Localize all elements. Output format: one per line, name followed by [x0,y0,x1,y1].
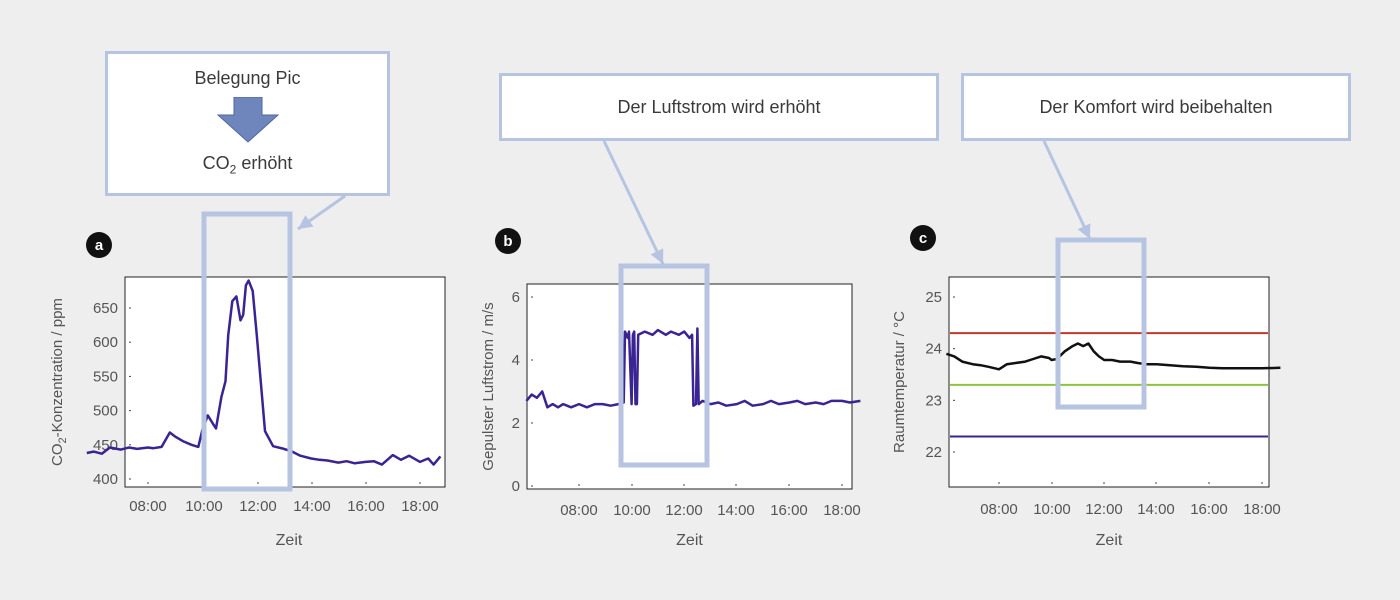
panel-badge-a: a [86,232,112,258]
panel-badge-b: b [495,228,521,254]
x-tick-label: 12:00 [665,502,703,519]
callout-occupancy-result: CO2 erhöht [203,153,293,177]
callout-occupancy-title: Belegung Pic [194,68,301,88]
chart-c: 22 23 24 25 08:00 10:00 12:00 14:00 16:00 18:00 Ze… [891,237,1281,549]
y-tick-label: 550 [93,368,118,385]
highlight-window [201,211,293,492]
x-tick-label: 12:00 [239,498,277,515]
series-line [86,279,442,466]
x-axis-label: Zeit [1096,532,1123,549]
connector-arrowhead [650,248,664,264]
y-axis-label: Raumtemperatur / °C [891,311,908,453]
callout-occupancy: Belegung Pic CO2 erhöht [105,51,390,196]
y-tick-label: 22 [925,444,942,461]
y-tick-label: 2 [512,415,520,432]
series-line [525,327,861,409]
callout-occupancy-result-text: erhöht [236,153,293,173]
x-tick-label: 08:00 [560,502,598,519]
x-axis-label: Zeit [276,532,303,549]
x-tick-label: 18:00 [1243,501,1281,518]
x-tick-label: 08:00 [129,498,167,515]
plot-area [526,283,853,490]
x-axis-label: Zeit [676,532,703,549]
y-tick-label: 4 [512,352,520,369]
y-axis-label: CO2-Konzentration / ppm [49,298,69,466]
chart-b: 0 2 4 6 08:00 10:00 12:00 14:00 16:00 18:00 Zeit Ge… [480,263,861,549]
down-arrow-icon [216,97,279,143]
co2-text: CO [202,153,230,173]
y-tick-label: 600 [93,334,118,351]
connector-arrowhead [1077,223,1091,239]
x-tick-label: 14:00 [293,498,331,515]
callout-comfort: Der Komfort wird beibehalten [961,73,1351,141]
x-tick-label: 18:00 [401,498,439,515]
highlight-window [1055,237,1147,410]
x-tick-label: 16:00 [1190,501,1228,518]
x-tick-label: 16:00 [770,502,808,519]
x-tick-label: 18:00 [823,502,861,519]
y-tick-label: 24 [925,341,942,358]
x-tick-label: 10:00 [185,498,223,515]
x-tick-label: 16:00 [347,498,385,515]
connector-line [602,140,665,265]
y-tick-label: 6 [512,289,520,306]
y-tick-label: 400 [93,471,118,488]
chart-a: 400 450 500 550 600 650 08:00 10:00 12:00 14:00 16… [49,211,446,549]
plot-area [124,276,446,488]
y-tick-label: 23 [925,392,942,409]
y-tick-label: 500 [93,403,118,420]
y-axis-label: Gepulster Luftstrom / m/s [480,302,497,470]
plot-area [948,276,1270,488]
x-tick-label: 08:00 [980,501,1018,518]
panel-badge-c: c [910,225,936,251]
connector-arrowhead [298,215,314,229]
x-tick-label: 12:00 [1085,501,1123,518]
x-tick-label: 10:00 [1033,501,1071,518]
y-tick-label: 450 [93,437,118,454]
highlight-window [618,263,710,468]
co2-subscript: 2 [229,162,237,177]
y-tick-label: 25 [925,289,942,306]
callout-airflow: Der Luftstrom wird erhöht [499,73,939,141]
connector-line [1042,140,1092,240]
x-tick-label: 10:00 [613,502,651,519]
series-line [946,342,1281,371]
x-tick-label: 14:00 [1137,501,1175,518]
y-tick-label: 0 [512,478,520,495]
y-tick-label: 650 [93,300,118,317]
x-tick-label: 14:00 [717,502,755,519]
